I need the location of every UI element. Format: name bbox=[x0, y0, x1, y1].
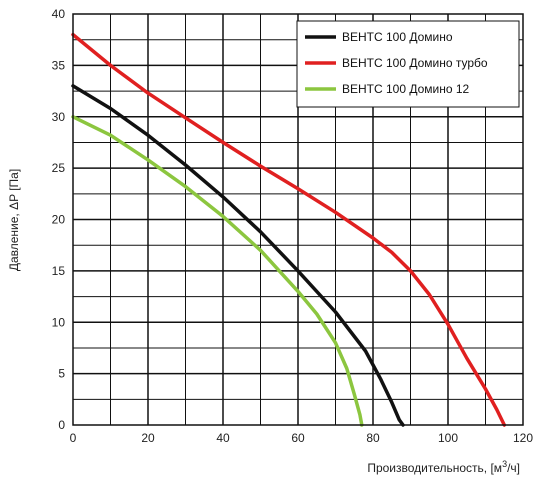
plot-frame bbox=[72, 13, 524, 426]
y-tick-label: 0 bbox=[58, 418, 65, 432]
y-tick-labels: 0 5 10 15 20 25 30 35 40 bbox=[52, 7, 66, 432]
y-tick-label: 10 bbox=[52, 315, 66, 329]
series-line-2 bbox=[71, 32, 507, 427]
legend: ВЕНТС 100 Домино ВЕНТС 100 Домино турбо ВЕ… bbox=[296, 20, 520, 108]
y-tick-label: 15 bbox=[52, 264, 66, 278]
x-axis-title-main: Производительность, [м bbox=[367, 461, 502, 475]
curves bbox=[71, 32, 507, 427]
x-tick-label: 80 bbox=[366, 431, 380, 445]
x-axis-title-sup: 3 bbox=[502, 459, 507, 469]
legend-label-1: ВЕНТС 100 Домино bbox=[342, 30, 453, 44]
x-tick-label: 40 bbox=[216, 431, 230, 445]
legend-label-3: ВЕНТС 100 Домино 12 bbox=[342, 82, 470, 96]
y-axis-title: Давление, ΔP [Па] bbox=[7, 169, 21, 271]
legend-label-2: ВЕНТС 100 Домино турбо bbox=[342, 56, 488, 70]
x-tick-label: 120 bbox=[513, 431, 533, 445]
x-axis-title: Производительность, [м3/ч] bbox=[367, 459, 520, 475]
x-tick-label: 100 bbox=[438, 431, 458, 445]
x-tick-label: 20 bbox=[141, 431, 155, 445]
x-axis-title-tail: /ч] bbox=[507, 461, 520, 475]
series-line-1 bbox=[71, 84, 405, 427]
y-tick-label: 20 bbox=[52, 213, 66, 227]
y-tick-label: 35 bbox=[52, 58, 66, 72]
series-line-3 bbox=[71, 115, 364, 427]
x-tick-label: 60 bbox=[291, 431, 305, 445]
x-tick-labels: 0 20 40 60 80 100 120 bbox=[70, 431, 534, 445]
y-tick-label: 5 bbox=[58, 367, 65, 381]
y-tick-label: 40 bbox=[52, 7, 66, 21]
y-tick-label: 25 bbox=[52, 161, 66, 175]
x-tick-label: 0 bbox=[70, 431, 77, 445]
y-tick-label: 30 bbox=[52, 110, 66, 124]
